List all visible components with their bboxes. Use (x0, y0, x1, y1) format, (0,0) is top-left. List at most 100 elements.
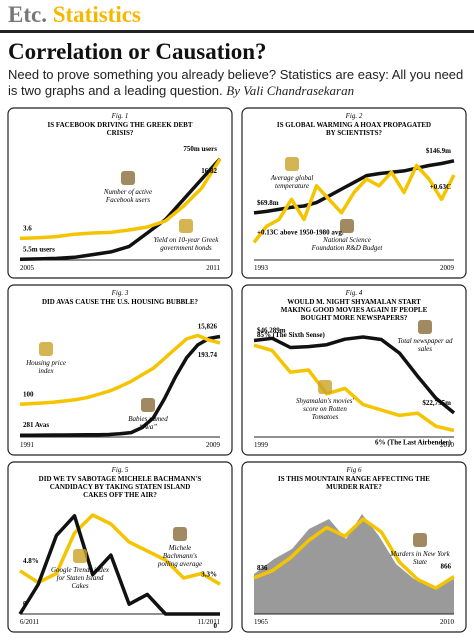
value-label: 5.5m users (23, 245, 55, 253)
value-label: $46,289m (257, 326, 286, 334)
x-tick-label: 11/2011 (198, 618, 221, 626)
series-icon (413, 533, 427, 547)
series-line (253, 343, 455, 433)
x-tick-label: 1993 (254, 264, 269, 272)
chart-title: IS FACEBOOK DRIVING THE GREEK DEBT CRISI… (47, 121, 193, 137)
series-name: Google Trends index for Staten Island Ca… (50, 566, 110, 590)
series-icon (39, 342, 53, 356)
series-icon (179, 219, 193, 233)
panel (241, 461, 467, 633)
series-icon (173, 527, 187, 541)
x-tick-label: 2010 (440, 441, 455, 449)
series-name: Murders in New York State (390, 550, 450, 566)
chart-title: WOULD M. NIGHT SHYAMALAN START MAKING GO… (280, 298, 428, 322)
subtitle: Need to prove something you already beli… (8, 67, 464, 98)
section: Etc. (8, 2, 47, 27)
chart-title-box: IS GLOBAL WARMING A HOAX PROPAGATED BY S… (277, 121, 431, 137)
chart-title: DID AVAS CAUSE THE U.S. HOUSING BUBBLE? (42, 298, 198, 306)
series-name-box: Shyamalan's movies' score on Rotten Toma… (295, 397, 354, 421)
series-name: Total newspaper ad sales (397, 337, 453, 353)
value-label: 0 (214, 622, 218, 630)
series-name: Average global temperature (270, 174, 314, 190)
value-label: 3.6 (23, 224, 32, 232)
value-label: 0 (23, 600, 27, 608)
value-label: 281 Avas (23, 421, 49, 429)
fig-label: Fig. 4 (345, 289, 363, 297)
x-tick-label: 6/2011 (20, 618, 40, 626)
series-line (19, 513, 221, 586)
series-line (18, 514, 220, 616)
x-tick-label: 2009 (206, 441, 221, 449)
panel (7, 461, 233, 633)
value-label: 4.8% (23, 557, 39, 565)
value-label: 193.74 (198, 351, 218, 359)
x-tick-label: 2009 (440, 264, 455, 272)
panel (241, 107, 467, 279)
series-name-box: Google Trends index for Staten Island Ca… (50, 566, 110, 590)
panel (241, 284, 467, 456)
topic: Statistics (52, 2, 141, 27)
chart-title-box: IS THIS MOUNTAIN RANGE AFFECTING THE MUR… (278, 475, 430, 491)
byline: By Vali Chandrasekaran (226, 83, 355, 98)
x-tick-label: 1999 (254, 441, 269, 449)
series-name: Babies named “Ava” (128, 415, 168, 431)
series-name-box: Yield on 10-year Greek government bonds (153, 236, 219, 252)
section-bar: Etc. Statistics (0, 0, 474, 33)
series-line (20, 334, 221, 437)
panel (7, 284, 233, 456)
series-icon (418, 320, 432, 334)
value-label: 866 (441, 563, 452, 571)
x-tick-label: 2010 (440, 618, 455, 626)
fig-label: Fig. 3 (111, 289, 129, 297)
panel (7, 107, 233, 279)
fig-label: Fig. 1 (111, 112, 129, 120)
series-name-box: National Science Foundation R&D Budget (311, 236, 383, 252)
series-name-box: Murders in New York State (390, 550, 450, 566)
fig-label: Fig. 5 (111, 466, 129, 474)
value-label: 15,826 (198, 322, 218, 330)
page-title: Correlation or Causation? (8, 39, 267, 64)
series-name: Shyamalan's movies' score on Rotten Toma… (295, 397, 354, 421)
subtitle-block: Need to prove something you already beli… (8, 67, 466, 99)
mountain-image (254, 514, 454, 614)
value-label: $69.8m (257, 199, 279, 207)
series-icon (141, 398, 155, 412)
series-name: National Science Foundation R&D Budget (311, 236, 383, 252)
series-name-box: Michele Bachmann's polling average (157, 544, 203, 568)
series-name-box: Total newspaper ad sales (397, 337, 453, 353)
chart-title: DID WE TV SABOTAGE MICHELE BACHMANN'S CA… (38, 475, 202, 499)
value-label: $22,795m (422, 399, 451, 407)
series-name-box: Average global temperature (270, 174, 314, 190)
series-icon (318, 380, 332, 394)
x-tick-label: 1991 (20, 441, 35, 449)
chart-title: IS THIS MOUNTAIN RANGE AFFECTING THE MUR… (278, 475, 430, 491)
series-line (19, 158, 222, 241)
series-icon (285, 157, 299, 171)
series-name: Yield on 10-year Greek government bonds (153, 236, 219, 252)
value-label: +0.63C (430, 183, 451, 191)
series-line (19, 157, 222, 262)
series-line (253, 335, 456, 415)
charts: Fig. 1IS FACEBOOK DRIVING THE GREEK DEBT… (7, 107, 467, 633)
series-name: Number of active Facebook users (103, 188, 153, 204)
chart-title-box: DID WE TV SABOTAGE MICHELE BACHMANN'S CA… (38, 475, 202, 499)
series-icon (73, 549, 87, 563)
fig-label: Fig. 2 (345, 112, 363, 120)
series-name-box: Babies named “Ava” (128, 415, 168, 431)
series-name-box: Number of active Facebook users (103, 188, 153, 204)
chart-title-box: IS FACEBOOK DRIVING THE GREEK DEBT CRISI… (47, 121, 193, 137)
value-label: 16.82 (201, 167, 217, 175)
x-tick-label: 2011 (206, 264, 220, 272)
value-label: 6% (The Last Airbender) (375, 439, 452, 447)
value-label: 85% (The Sixth Sense) (257, 331, 326, 339)
series-line (19, 333, 221, 407)
series-line (252, 163, 456, 244)
value-label: $146.9m (426, 147, 451, 155)
value-label: +0.13C above 1950-1980 avg. (257, 228, 344, 236)
series-name: Housing price index (26, 359, 66, 375)
series-name-box: Housing price index (26, 359, 66, 375)
series-name: Michele Bachmann's polling average (157, 544, 203, 568)
value-label: 750m users (183, 145, 217, 153)
x-tick-label: 1965 (254, 618, 269, 626)
